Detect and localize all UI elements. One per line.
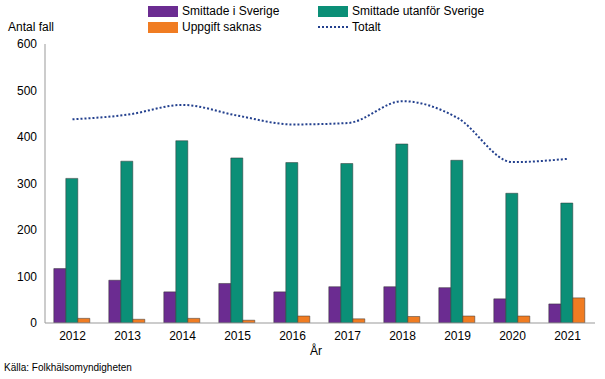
- html-text:Källa: Folkhälsomyndigheten: Källa: Folkhälsomyndigheten: [4, 362, 132, 373]
- svg-text:200: 200: [17, 223, 37, 237]
- svg-text:2017: 2017: [334, 329, 361, 343]
- html-text:Smittade utanför Sverige: Smittade utanför Sverige: [352, 4, 485, 18]
- svg-text:400: 400: [17, 130, 37, 144]
- svg-text:600: 600: [17, 37, 37, 51]
- svg-text:2015: 2015: [224, 329, 251, 343]
- html-text:Smittade i Sverige: Smittade i Sverige: [182, 4, 280, 18]
- svg-text:100: 100: [17, 270, 37, 284]
- svg-text:300: 300: [17, 177, 37, 191]
- svg-text:2014: 2014: [169, 329, 196, 343]
- svg-text:2020: 2020: [499, 329, 526, 343]
- svg-text:2019: 2019: [444, 329, 471, 343]
- svg-text:0: 0: [30, 316, 37, 330]
- svg-text:2018: 2018: [389, 329, 416, 343]
- html-text:Antal fall: Antal fall: [8, 20, 54, 34]
- html-text:År: År: [310, 344, 322, 358]
- svg-text:2016: 2016: [279, 329, 306, 343]
- svg-text:2013: 2013: [114, 329, 141, 343]
- svg-text:2012: 2012: [59, 329, 86, 343]
- svg-text:2021: 2021: [554, 329, 581, 343]
- html-text:Totalt: Totalt: [352, 20, 381, 34]
- svg-text:500: 500: [17, 84, 37, 98]
- html-text:Uppgift saknas: Uppgift saknas: [182, 20, 262, 34]
